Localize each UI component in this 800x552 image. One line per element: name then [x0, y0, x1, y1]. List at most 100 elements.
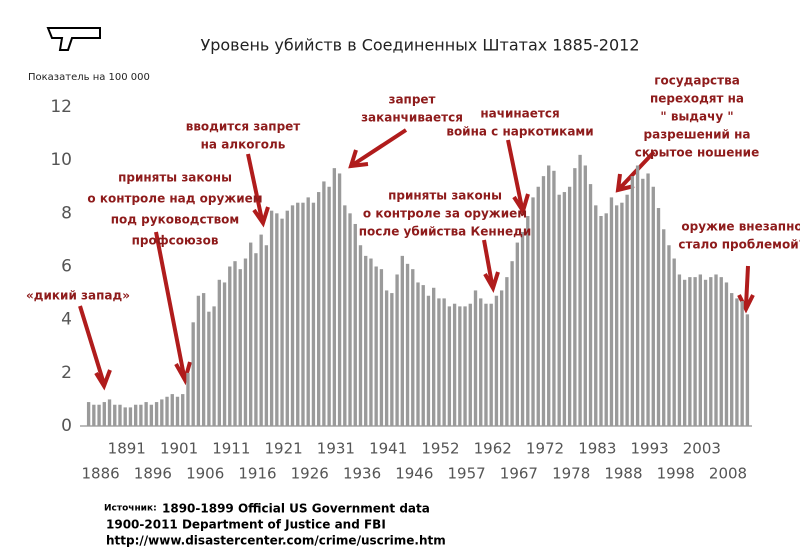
- bar: [578, 154, 582, 426]
- annotation: приняты законы: [118, 171, 232, 185]
- bar: [552, 170, 556, 426]
- bar: [740, 301, 744, 426]
- arrow: [246, 153, 270, 228]
- y-tick-label: 2: [61, 363, 72, 383]
- bar: [573, 168, 577, 426]
- bar: [181, 394, 185, 426]
- bar: [212, 306, 216, 426]
- bar: [599, 215, 603, 426]
- y-tick-label: 6: [61, 257, 72, 277]
- bar: [348, 213, 352, 426]
- bar: [207, 311, 211, 426]
- x-tick-label: 1946: [395, 465, 433, 483]
- bar: [343, 205, 347, 426]
- annotation: запрет: [388, 93, 435, 107]
- bar: [458, 306, 462, 426]
- bar: [730, 293, 734, 426]
- bar: [364, 255, 368, 426]
- y-tick-label: 4: [61, 310, 72, 330]
- chart-title: Уровень убийств в Соединенных Штатах 188…: [200, 36, 639, 55]
- bar: [222, 282, 227, 426]
- bar: [567, 186, 572, 426]
- bar: [191, 322, 195, 426]
- x-tick-label: 2003: [683, 440, 721, 458]
- bar: [703, 279, 708, 426]
- bar: [165, 396, 169, 426]
- annotation: стало проблемой?: [678, 238, 800, 252]
- bar: [196, 295, 201, 426]
- bar: [102, 402, 106, 426]
- bar: [557, 194, 561, 426]
- bar: [688, 277, 692, 426]
- bar: [526, 215, 530, 426]
- x-tick-label: 1931: [317, 440, 355, 458]
- arrow: [78, 305, 112, 391]
- bar: [264, 245, 269, 426]
- bar: [693, 277, 697, 426]
- x-tick-label: 1896: [134, 465, 172, 483]
- bar: [238, 269, 242, 426]
- bar: [651, 186, 655, 426]
- bar: [390, 293, 394, 426]
- source-line: 1890-1899 Official US Government data: [162, 502, 430, 516]
- bar: [154, 402, 159, 426]
- bar: [547, 165, 551, 426]
- bar: [452, 303, 457, 426]
- bar: [494, 295, 499, 426]
- x-tick-label: 1983: [578, 440, 616, 458]
- bar: [510, 261, 514, 426]
- annotation: государства: [654, 74, 740, 88]
- x-tick-label: 2008: [709, 465, 747, 483]
- annotation: заканчивается: [361, 111, 463, 125]
- bar: [285, 210, 289, 426]
- x-tick-label: 1998: [657, 465, 695, 483]
- annotation: вводится запрет: [186, 120, 301, 134]
- bar: [432, 287, 436, 426]
- bar: [714, 274, 718, 426]
- bar: [275, 213, 279, 426]
- bar: [541, 176, 546, 426]
- bar: [426, 295, 431, 426]
- bar: [123, 407, 127, 426]
- bar: [144, 402, 148, 426]
- bar: [405, 263, 410, 426]
- arrow: [154, 231, 192, 386]
- bar: [201, 293, 206, 426]
- annotation: профсоюзов: [132, 234, 219, 248]
- bar: [97, 404, 101, 426]
- bar: [353, 223, 357, 426]
- bar: [484, 303, 488, 426]
- annotation: война с наркотиками: [446, 125, 593, 139]
- bar: [625, 194, 629, 426]
- bar: [243, 258, 248, 426]
- bar: [86, 402, 91, 426]
- bar: [395, 274, 399, 426]
- bar: [92, 404, 96, 426]
- bar: [667, 245, 671, 426]
- x-tick-label: 1936: [343, 465, 381, 483]
- bar: [290, 205, 295, 426]
- bar: [249, 242, 253, 426]
- bar: [118, 404, 122, 426]
- bar: [604, 213, 608, 426]
- x-tick-label: 1978: [552, 465, 590, 483]
- arrow: [482, 239, 500, 293]
- arrow: [348, 128, 408, 169]
- bar: [316, 192, 321, 426]
- y-tick-label: 0: [61, 416, 72, 436]
- x-tick-label: 1886: [82, 465, 120, 483]
- bar: [635, 165, 640, 426]
- x-tick-label: 1901: [160, 440, 198, 458]
- bar: [306, 197, 310, 426]
- bar: [374, 266, 378, 426]
- bar: [656, 208, 661, 426]
- x-tick-label: 1916: [238, 465, 276, 483]
- bar: [468, 303, 472, 426]
- bar: [473, 290, 478, 426]
- bar: [322, 181, 326, 426]
- bar: [620, 202, 624, 426]
- bar: [682, 279, 687, 426]
- bar: [719, 277, 723, 426]
- bar: [698, 274, 703, 426]
- bar: [646, 173, 650, 426]
